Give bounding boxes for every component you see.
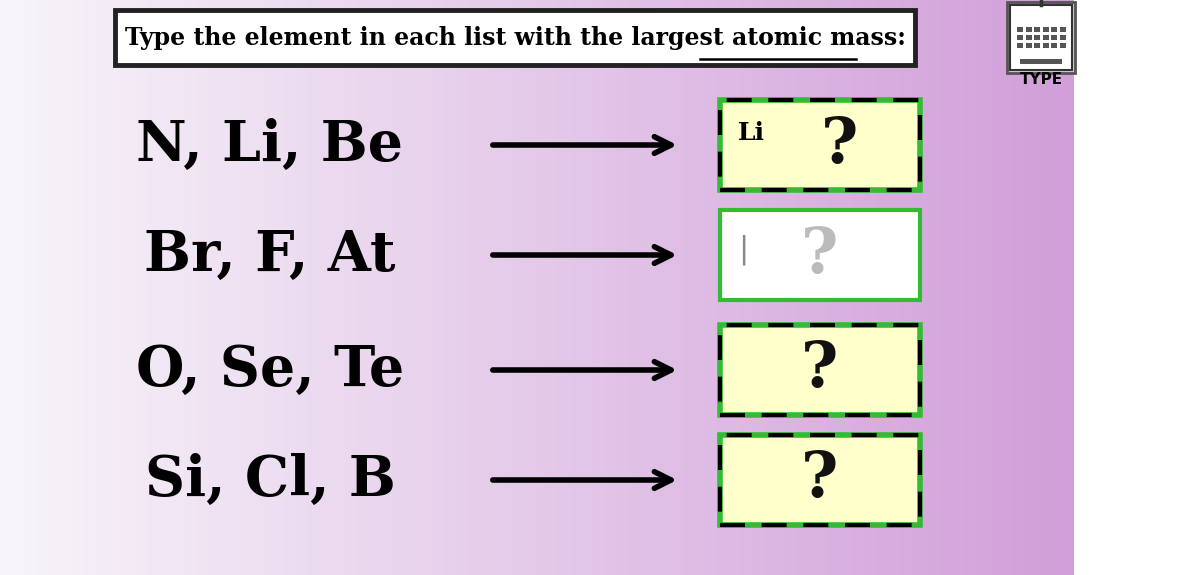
Bar (1034, 27, 1040, 32)
Text: N, Li, Be: N, Li, Be (137, 117, 403, 172)
Bar (1026, 43, 1032, 48)
Bar (1018, 27, 1022, 32)
Text: Li: Li (738, 121, 766, 145)
Bar (1018, 43, 1022, 48)
FancyBboxPatch shape (115, 10, 916, 65)
Text: TYPE: TYPE (1020, 72, 1062, 87)
Text: Type the element in each list with the largest atomic mass:: Type the element in each list with the l… (125, 25, 906, 49)
Text: |: | (738, 235, 749, 265)
Bar (1026, 35, 1032, 40)
Text: ?: ? (802, 224, 839, 286)
Text: Br, F, At: Br, F, At (144, 228, 396, 282)
FancyBboxPatch shape (720, 100, 920, 190)
FancyBboxPatch shape (720, 210, 920, 300)
FancyBboxPatch shape (720, 435, 920, 525)
Bar (1060, 35, 1066, 40)
Bar (1026, 27, 1032, 32)
Text: O, Se, Te: O, Se, Te (136, 343, 404, 397)
Bar (1018, 35, 1022, 40)
Bar (1060, 43, 1066, 48)
Bar (1034, 43, 1040, 48)
FancyBboxPatch shape (720, 325, 920, 415)
Bar (1051, 43, 1057, 48)
Bar (1051, 35, 1057, 40)
Text: ?: ? (802, 339, 839, 401)
Bar (1034, 35, 1040, 40)
Text: ?: ? (802, 450, 839, 511)
Text: Si, Cl, B: Si, Cl, B (144, 453, 396, 508)
Bar (1043, 27, 1049, 32)
Text: ?: ? (821, 114, 859, 175)
Bar (1074, 0, 1200, 575)
Bar (1060, 27, 1066, 32)
Bar (1020, 59, 1062, 64)
FancyBboxPatch shape (1007, 2, 1075, 73)
FancyBboxPatch shape (1010, 5, 1072, 70)
Bar (1051, 27, 1057, 32)
Bar (1043, 43, 1049, 48)
Bar (1043, 35, 1049, 40)
